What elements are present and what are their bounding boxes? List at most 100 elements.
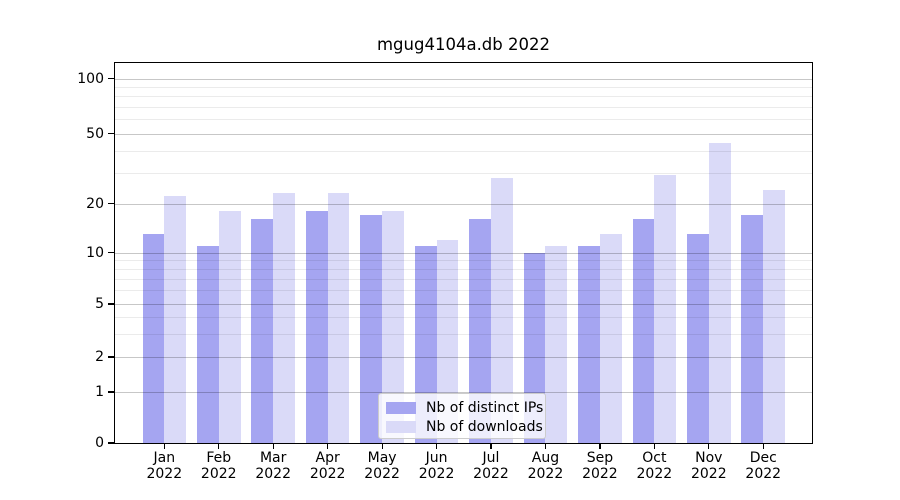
bar-downloads-apr <box>327 192 350 443</box>
x-tick-label-jul: Jul 2022 <box>456 450 526 482</box>
x-tick-label-year-apr: 2022 <box>309 466 346 482</box>
x-tick-label-year-jan: 2022 <box>146 466 183 482</box>
bar-distinct-ips-may <box>360 215 383 443</box>
x-tick-aug <box>544 444 547 449</box>
bar-distinct-ips-nov <box>687 233 709 443</box>
x-tick-label-month-dec: Dec <box>749 450 777 466</box>
legend-item-distinct-ips: Nb of distinct IPs <box>386 398 543 417</box>
bar-distinct-ips-oct <box>632 219 655 443</box>
bar-downloads-may <box>382 210 404 443</box>
x-tick-oct <box>653 444 656 449</box>
bar-downloads-sep <box>599 233 622 443</box>
y-tick-label-100: 100 <box>77 70 104 87</box>
x-tick-label-feb: Feb 2022 <box>184 450 254 482</box>
x-tick-label-apr: Apr 2022 <box>293 450 363 482</box>
x-tick-label-jun: Jun 2022 <box>402 450 472 482</box>
gridline-minor-y-90 <box>115 86 812 88</box>
y-tick-20 <box>108 202 114 205</box>
legend-label-distinct-ips: Nb of distinct IPs <box>426 399 544 416</box>
x-tick-label-month-jul: Jul <box>482 450 500 466</box>
legend: Nb of distinct IPs Nb of downloads <box>378 393 546 439</box>
x-tick-label-mar: Mar 2022 <box>238 450 308 482</box>
x-tick-label-month-oct: Oct <box>642 450 667 466</box>
x-tick-may <box>381 444 383 449</box>
x-tick-feb <box>218 444 220 449</box>
x-tick-label-year-jul: 2022 <box>473 466 509 482</box>
bar-distinct-ips-mar <box>251 219 274 443</box>
bar-downloads-mar <box>273 192 295 443</box>
bar-distinct-ips-jan <box>142 233 165 443</box>
x-tick-jul <box>490 444 492 449</box>
x-tick-mar <box>272 444 274 449</box>
bar-downloads-jun <box>436 239 459 443</box>
x-tick-label-oct: Oct 2022 <box>619 450 689 482</box>
legend-swatch-distinct-ips <box>386 401 416 414</box>
legend-label-downloads: Nb of downloads <box>426 418 543 435</box>
gridline-major-y-100 <box>115 78 812 80</box>
x-tick-label-month-jun: Jun <box>425 450 448 466</box>
bar-distinct-ips-jul <box>469 219 491 443</box>
x-tick-label-aug: Aug 2022 <box>510 450 580 482</box>
y-tick-10 <box>108 251 114 254</box>
x-tick-label-year-mar: 2022 <box>255 466 291 482</box>
x-tick-jan <box>163 444 165 449</box>
x-tick-label-month-mar: Mar <box>259 450 287 466</box>
x-tick-label-year-nov: 2022 <box>690 466 727 482</box>
legend-item-downloads: Nb of downloads <box>386 417 543 436</box>
bar-distinct-ips-apr <box>305 210 328 443</box>
bar-downloads-dec <box>763 189 786 443</box>
bar-downloads-feb <box>218 210 241 443</box>
y-tick-label-0: 0 <box>95 435 104 451</box>
x-tick-label-year-dec: 2022 <box>745 466 782 482</box>
y-tick-50 <box>108 132 114 135</box>
x-tick-dec <box>762 444 764 449</box>
y-tick-0 <box>108 442 114 444</box>
x-tick-jun <box>435 444 438 449</box>
y-tick-100 <box>108 77 114 80</box>
bar-distinct-ips-sep <box>578 245 600 443</box>
bar-downloads-jan <box>164 196 187 443</box>
x-tick-label-year-feb: 2022 <box>200 466 237 482</box>
gridline-minor-y-80 <box>115 96 812 98</box>
gridline-minor-y-30 <box>115 172 812 174</box>
x-tick-sep <box>599 444 601 449</box>
y-tick-label-50: 50 <box>86 125 104 142</box>
gridline-minor-y-40 <box>115 150 812 152</box>
x-tick-label-year-aug: 2022 <box>527 466 564 482</box>
gridline-major-y-20 <box>115 203 812 205</box>
y-tick-label-5: 5 <box>95 296 104 312</box>
y-tick-1 <box>108 391 114 393</box>
y-tick-label-2: 2 <box>95 349 104 365</box>
x-tick-nov <box>708 444 710 449</box>
bar-distinct-ips-feb <box>196 245 219 443</box>
x-tick-label-month-may: May <box>367 450 397 466</box>
x-tick-label-year-sep: 2022 <box>582 466 618 482</box>
y-tick-label-20: 20 <box>86 195 104 212</box>
x-tick-label-month-apr: Apr <box>315 450 340 466</box>
y-tick-5 <box>108 303 114 305</box>
x-tick-label-month-sep: Sep <box>586 450 614 466</box>
x-tick-label-dec: Dec 2022 <box>728 450 798 482</box>
x-tick-label-sep: Sep 2022 <box>565 450 635 482</box>
x-tick-label-nov: Nov 2022 <box>674 450 744 482</box>
gridline-minor-y-70 <box>115 106 812 108</box>
bar-downloads-nov <box>708 143 731 443</box>
x-tick-label-jan: Jan 2022 <box>129 450 199 482</box>
x-tick-label-may: May 2022 <box>347 450 417 482</box>
bar-distinct-ips-dec <box>741 215 764 443</box>
legend-swatch-downloads <box>386 420 416 433</box>
x-tick-label-year-jun: 2022 <box>418 466 455 482</box>
x-tick-label-month-nov: Nov <box>695 450 723 466</box>
chart-title: mgug4104a.db 2022 <box>376 35 550 54</box>
x-tick-label-year-oct: 2022 <box>636 466 673 482</box>
plot-area: Nb of distinct IPs Nb of downloads <box>114 62 813 444</box>
gridline-major-y-50 <box>115 133 812 135</box>
y-tick-label-1: 1 <box>95 384 104 400</box>
bar-downloads-aug <box>545 245 568 443</box>
y-tick-2 <box>108 356 114 358</box>
bar-downloads-jul <box>491 177 513 443</box>
x-tick-apr <box>327 444 329 449</box>
bar-downloads-oct <box>654 175 677 443</box>
gridline-minor-y-60 <box>115 119 812 121</box>
